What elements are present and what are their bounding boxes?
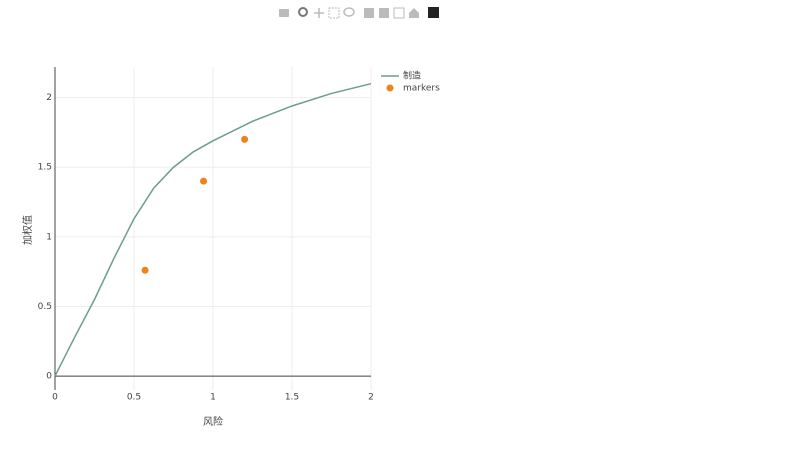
- zoom-out-button[interactable]: [379, 8, 389, 18]
- reset-button[interactable]: [409, 8, 419, 18]
- line: [54, 82, 372, 377]
- y-tick-label: 1: [46, 232, 52, 242]
- x-tick-label: 0: [52, 393, 58, 403]
- marker: [141, 266, 149, 274]
- zoom-button[interactable]: [298, 7, 308, 17]
- y-tick-label: 2: [46, 93, 52, 103]
- autoscale-button[interactable]: [393, 7, 405, 19]
- zoom-in-button[interactable]: [364, 8, 374, 18]
- legend-swatch: [386, 84, 394, 92]
- marker: [241, 135, 249, 143]
- y-tick-label: 0.5: [38, 302, 52, 312]
- x-axis-title: 风险: [203, 415, 223, 428]
- legend-label: 制造: [403, 70, 421, 82]
- camera-button[interactable]: [279, 9, 289, 17]
- x-tick-label: 1: [210, 393, 216, 403]
- pan-button[interactable]: [314, 8, 324, 18]
- y-axis-title: 加权值: [21, 215, 34, 245]
- marker: [200, 177, 208, 185]
- lasso-button[interactable]: [343, 7, 355, 17]
- y-tick-label: 0: [46, 372, 52, 382]
- x-tick-label: 0.5: [127, 393, 141, 403]
- modebar: [279, 7, 439, 19]
- x-tick-label: 1.5: [285, 393, 299, 403]
- plotly-logo[interactable]: [428, 7, 439, 18]
- box-select-button[interactable]: [328, 7, 340, 19]
- x-tick-label: 2: [368, 393, 374, 403]
- legend-label: markers: [403, 84, 440, 94]
- y-tick-label: 1.5: [38, 163, 52, 173]
